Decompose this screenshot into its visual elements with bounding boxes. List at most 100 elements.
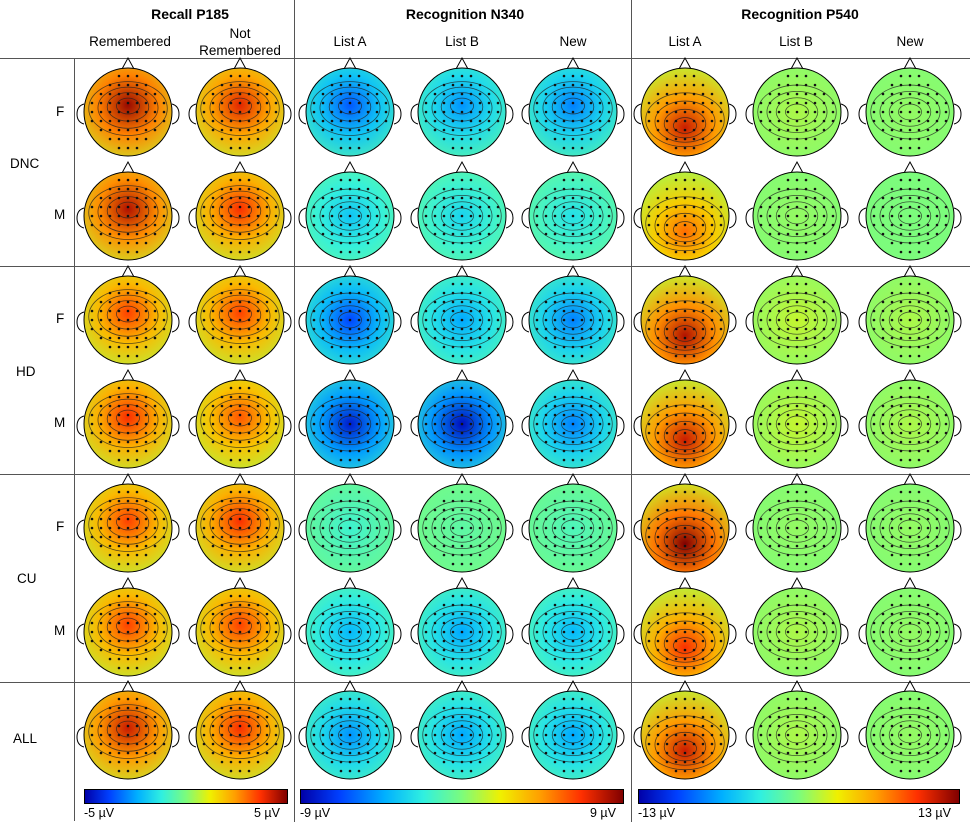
electrode xyxy=(683,205,687,209)
electrode xyxy=(339,499,343,503)
electrode xyxy=(238,178,242,182)
electrode xyxy=(144,760,148,764)
electrode xyxy=(719,742,723,746)
electrode xyxy=(908,110,912,114)
electrode xyxy=(598,119,602,123)
electrode xyxy=(460,769,464,773)
electrode xyxy=(701,544,705,548)
electrode xyxy=(935,508,939,512)
electrode xyxy=(469,137,473,141)
electrode xyxy=(571,603,575,607)
topomap-cu-m-col3 xyxy=(298,576,402,677)
electrode xyxy=(917,92,921,96)
electrode xyxy=(229,535,233,539)
electrode xyxy=(813,508,817,512)
electrode xyxy=(908,223,912,227)
electrode xyxy=(144,205,148,209)
electrode xyxy=(759,621,763,625)
electrode xyxy=(321,309,325,313)
electrode xyxy=(908,232,912,236)
electrode xyxy=(238,724,242,728)
electrode xyxy=(312,413,316,417)
contour-line xyxy=(888,409,932,439)
electrode xyxy=(544,223,548,227)
electrode xyxy=(108,196,112,200)
electrode xyxy=(424,214,428,218)
electrode xyxy=(899,395,903,399)
electrode xyxy=(321,544,325,548)
electrode xyxy=(274,110,278,114)
nose xyxy=(566,368,580,382)
electrode xyxy=(229,291,233,295)
electrode xyxy=(229,639,233,643)
electrode xyxy=(357,413,361,417)
electrode xyxy=(375,92,379,96)
electrode xyxy=(656,232,660,236)
electrode xyxy=(330,526,334,530)
electrode xyxy=(544,508,548,512)
electrode xyxy=(777,119,781,123)
electrode xyxy=(375,318,379,322)
electrode xyxy=(99,630,103,634)
electrode xyxy=(153,300,157,304)
electrode xyxy=(99,309,103,313)
electrode xyxy=(460,282,464,286)
electrode xyxy=(674,621,678,625)
electrode xyxy=(469,431,473,435)
electrode xyxy=(804,490,808,494)
electrode xyxy=(496,639,500,643)
electrode xyxy=(701,92,705,96)
electrode xyxy=(460,101,464,105)
electrode xyxy=(211,639,215,643)
electrode xyxy=(321,742,325,746)
electrode xyxy=(433,196,437,200)
electrode xyxy=(589,214,593,218)
electrode xyxy=(487,309,491,313)
electrode xyxy=(674,128,678,132)
electrode xyxy=(153,110,157,114)
electrode xyxy=(348,232,352,236)
electrode xyxy=(220,345,224,349)
contour-line xyxy=(228,201,252,219)
electrode xyxy=(589,526,593,530)
electrode xyxy=(357,327,361,331)
electrode xyxy=(135,769,139,773)
topomap-dnc-m-col6 xyxy=(633,160,737,261)
electrode xyxy=(229,666,233,670)
electrode xyxy=(598,621,602,625)
electrode xyxy=(831,214,835,218)
electrode xyxy=(312,223,316,227)
electrode xyxy=(144,300,148,304)
electrode xyxy=(375,223,379,227)
electrode xyxy=(822,214,826,218)
electrode xyxy=(665,101,669,105)
electrode xyxy=(692,733,696,737)
electrode xyxy=(553,431,557,435)
electrode xyxy=(872,101,876,105)
electrode xyxy=(831,413,835,417)
electrode xyxy=(126,715,130,719)
electrode xyxy=(589,92,593,96)
electrode xyxy=(220,499,224,503)
electrode xyxy=(496,101,500,105)
electrode xyxy=(710,742,714,746)
electrode xyxy=(202,517,206,521)
electrode xyxy=(692,769,696,773)
electrode xyxy=(607,431,611,435)
electrode xyxy=(589,187,593,191)
electrode xyxy=(247,449,251,453)
electrode xyxy=(366,345,370,349)
topomap-hd-m-col4 xyxy=(410,368,514,469)
electrode xyxy=(366,742,370,746)
electrode xyxy=(908,196,912,200)
electrode xyxy=(126,648,130,652)
electrode xyxy=(544,101,548,105)
electrode xyxy=(117,697,121,701)
electrode xyxy=(647,526,651,530)
electrode xyxy=(795,449,799,453)
electrode xyxy=(469,354,473,358)
electrode xyxy=(135,327,139,331)
electrode xyxy=(822,318,826,322)
electrode xyxy=(692,178,696,182)
electrode xyxy=(786,223,790,227)
